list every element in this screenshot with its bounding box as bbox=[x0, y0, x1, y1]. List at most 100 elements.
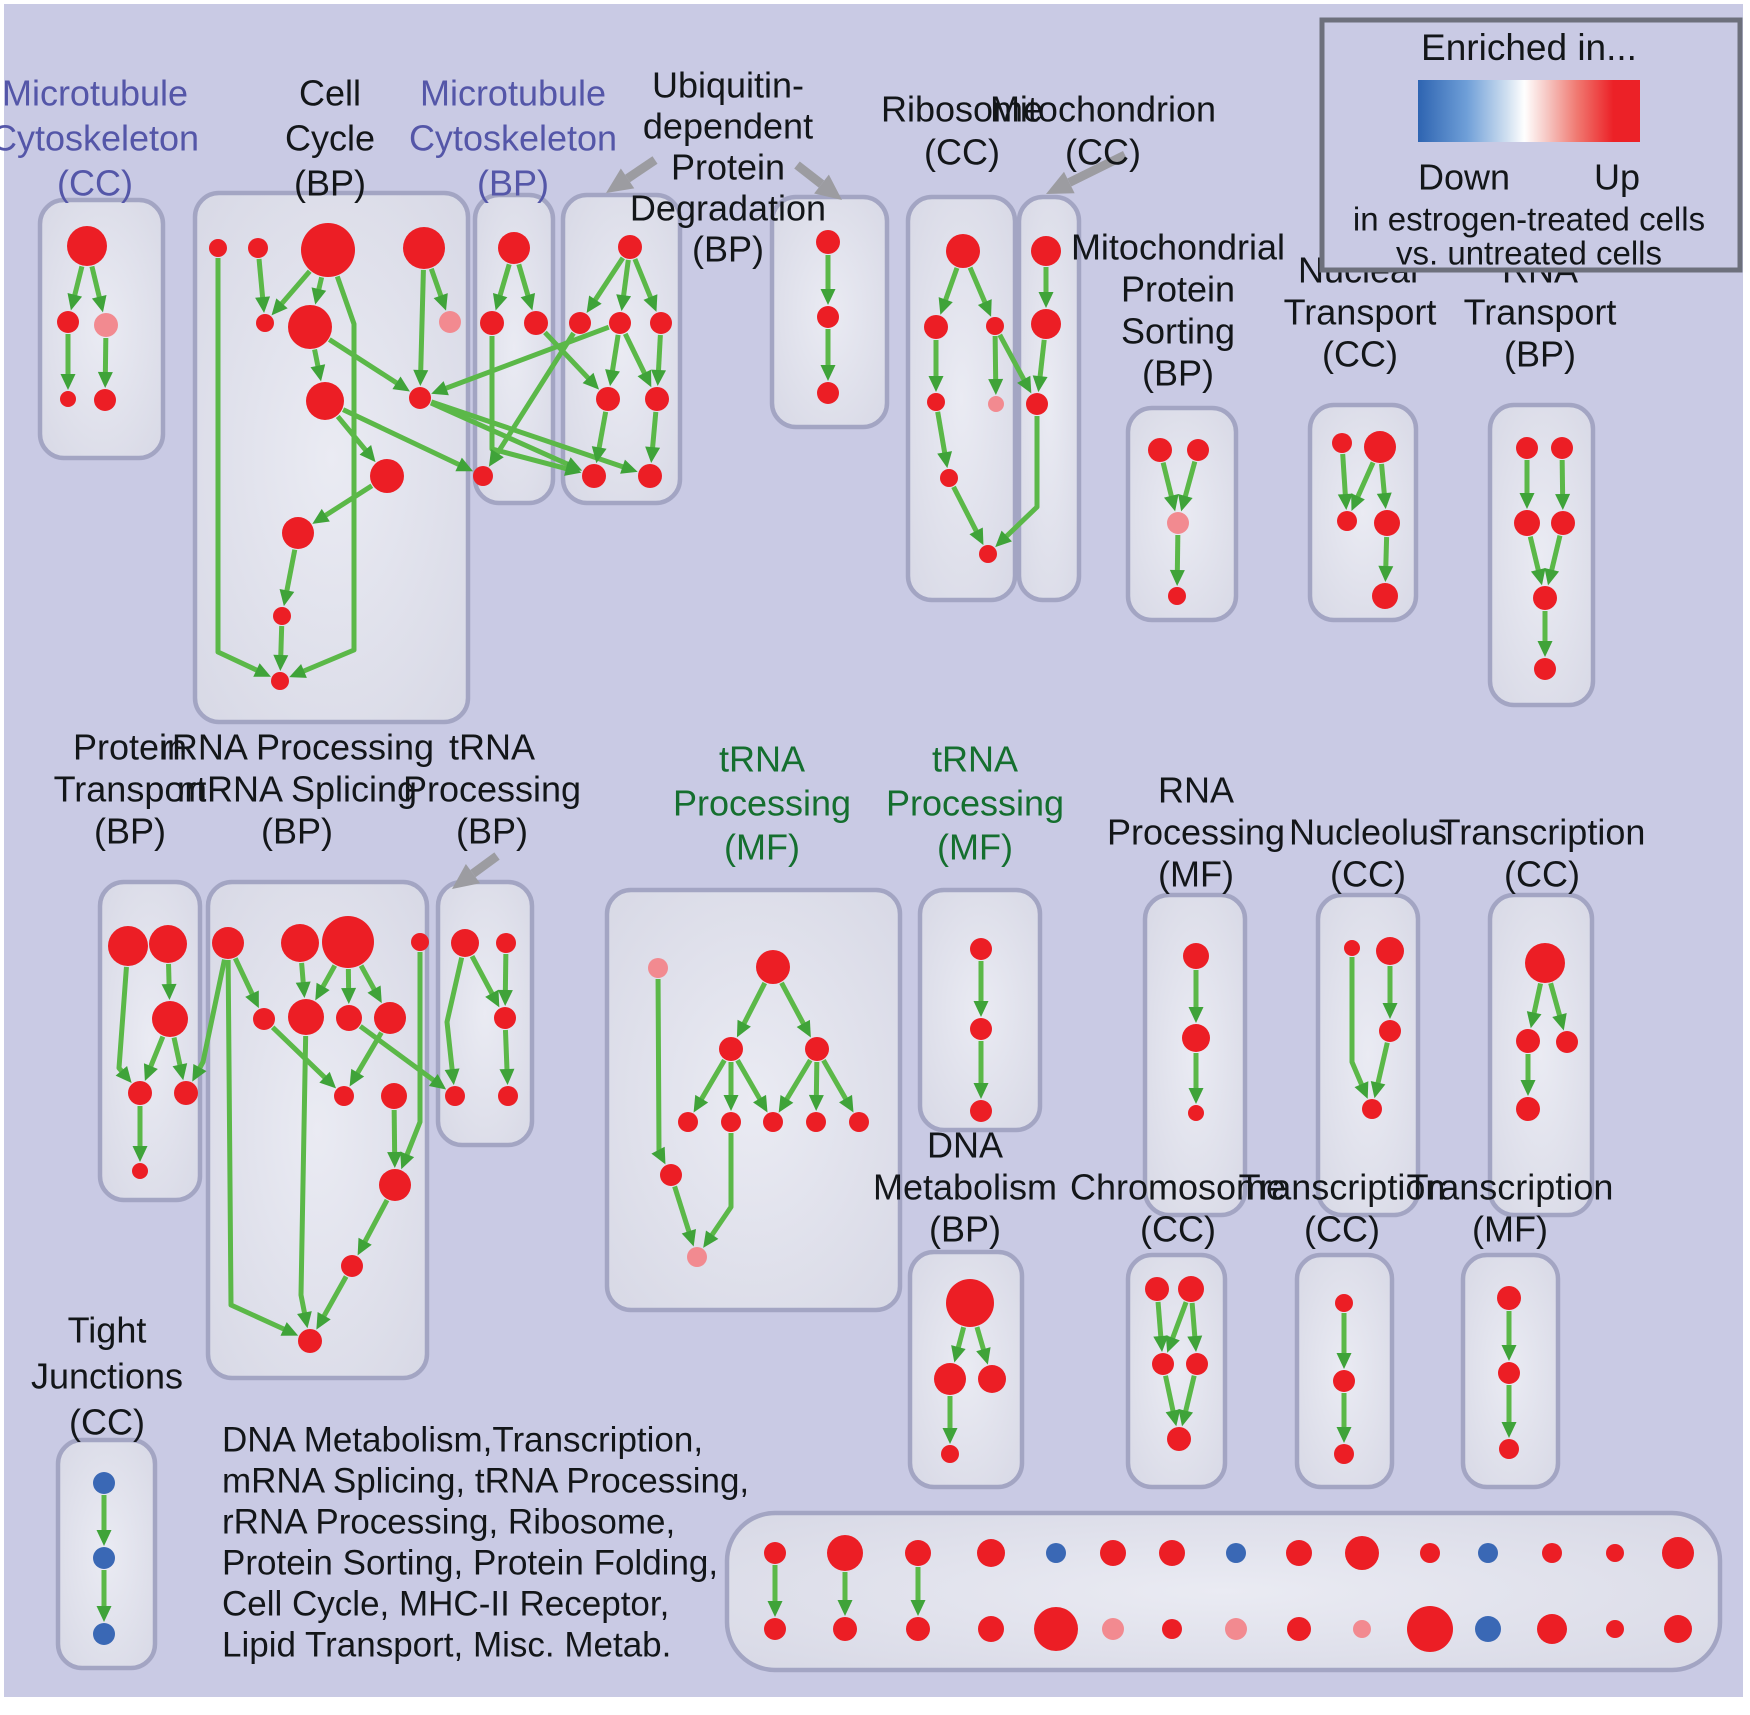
edge-ua3-ua6 bbox=[623, 332, 649, 378]
cluster-box-chromosome bbox=[1125, 1252, 1228, 1490]
arrowhead bbox=[1354, 1081, 1369, 1099]
cluster-label-nucleolus: (CC) bbox=[1330, 854, 1406, 895]
edge-nu1-nu4 bbox=[1349, 957, 1366, 1089]
go-term-node-w5b bbox=[1034, 1607, 1078, 1651]
go-term-node-pt1 bbox=[108, 926, 148, 966]
arrowhead bbox=[297, 1311, 312, 1329]
arrowhead bbox=[400, 1151, 415, 1170]
edge-rr3-rr8 bbox=[358, 964, 379, 994]
go-term-node-rr13 bbox=[298, 1329, 322, 1353]
cluster-label-protein-transport: (BP) bbox=[94, 811, 166, 852]
arrowhead bbox=[1544, 568, 1560, 586]
edge-ua1-ua4 bbox=[632, 258, 655, 302]
arrowhead bbox=[1153, 1335, 1169, 1353]
go-term-node-w1b bbox=[764, 1618, 786, 1640]
go-term-node-nt2 bbox=[1364, 431, 1396, 463]
edge-mc1-mc3 bbox=[89, 265, 103, 302]
cluster-label-mito-protein-sorting: Sorting bbox=[1121, 311, 1235, 352]
edge-ch2-ch4 bbox=[1189, 1302, 1198, 1341]
go-term-node-rr11 bbox=[379, 1169, 411, 1201]
go-term-node-ua6 bbox=[645, 387, 669, 411]
edge-tm3-tm5 bbox=[697, 1058, 727, 1104]
go-term-node-ccb bbox=[248, 238, 268, 258]
edge-pt3-pt4 bbox=[147, 1035, 166, 1071]
cluster-label-trna-processing-bp: Processing bbox=[403, 769, 581, 810]
edge-ua3-cci bbox=[441, 324, 610, 392]
arrowhead bbox=[1164, 494, 1179, 512]
cluster-label-tight-junctions: Tight bbox=[68, 1310, 147, 1351]
go-term-node-tx2 bbox=[1333, 1370, 1355, 1392]
arrowhead bbox=[428, 1073, 447, 1090]
edge-rr1-rr5 bbox=[233, 957, 256, 999]
arrowhead bbox=[973, 1083, 989, 1099]
edge-tb2-tb3 bbox=[502, 953, 509, 995]
arrowhead bbox=[253, 663, 271, 677]
arrowhead bbox=[1017, 375, 1032, 394]
arrowhead bbox=[1530, 568, 1546, 586]
arrowhead bbox=[937, 451, 953, 469]
go-term-node-mb4 bbox=[473, 466, 493, 486]
edge-ua5-ua7 bbox=[596, 411, 609, 452]
cluster-box-rrna-processing bbox=[205, 879, 430, 1381]
arrowhead bbox=[96, 1530, 112, 1546]
go-term-node-w12t bbox=[1478, 1543, 1498, 1563]
arrowhead bbox=[1336, 1427, 1352, 1443]
arrowhead bbox=[172, 1063, 188, 1081]
arrowhead bbox=[273, 654, 289, 672]
arrowhead bbox=[637, 369, 652, 388]
arrowhead bbox=[938, 297, 953, 315]
arrowhead bbox=[767, 1601, 783, 1617]
go-term-node-w7b bbox=[1162, 1619, 1182, 1639]
go-term-node-tm7 bbox=[763, 1112, 783, 1132]
pointer-arrowhead-trna-bp-to-box bbox=[452, 863, 481, 889]
arrowhead bbox=[97, 371, 113, 389]
edge-ccd-cci bbox=[418, 269, 426, 375]
edge-rt2-rt4 bbox=[1559, 459, 1566, 499]
arrowhead bbox=[1501, 1422, 1517, 1438]
go-term-node-ua8 bbox=[638, 464, 662, 488]
arrowhead bbox=[341, 987, 357, 1005]
go-term-node-rt3 bbox=[1514, 510, 1540, 536]
edge-cch-mb4 bbox=[341, 407, 464, 469]
go-term-node-ua4 bbox=[650, 312, 672, 334]
note-line-5: Cell Cycle, MHC-II Receptor, bbox=[222, 1584, 669, 1623]
go-term-node-mc4 bbox=[60, 391, 76, 407]
arrowhead bbox=[499, 1068, 515, 1086]
arrowhead bbox=[1370, 1081, 1386, 1099]
go-term-node-mb1 bbox=[498, 232, 530, 264]
edge-rr5-rr9 bbox=[270, 1025, 330, 1082]
go-term-node-ch1 bbox=[1145, 1277, 1169, 1301]
cluster-label-dna-metabolism: (BP) bbox=[929, 1209, 1001, 1250]
edge-tm3-tm7 bbox=[735, 1059, 764, 1104]
cluster-label-trna-processing-bp: (BP) bbox=[456, 811, 528, 852]
arrowhead bbox=[115, 1065, 132, 1084]
edge-ua1-ua3 bbox=[620, 259, 631, 300]
edge-rr12-rr13 bbox=[320, 1275, 349, 1321]
cluster-label-protein-transport: Protein bbox=[73, 727, 187, 768]
arrowhead bbox=[1178, 494, 1193, 512]
edge-cck-ccl bbox=[283, 549, 298, 595]
go-term-node-rb3 bbox=[986, 317, 1004, 335]
edge-rt4-rt5 bbox=[1548, 535, 1563, 575]
arrowhead bbox=[1188, 1088, 1204, 1104]
go-term-node-tm3 bbox=[719, 1037, 743, 1061]
go-term-node-w4b bbox=[978, 1616, 1004, 1642]
edge-ccf-cci bbox=[327, 337, 402, 388]
edge-rb4-rb6 bbox=[935, 411, 948, 457]
legend-context-line2: vs. untreated cells bbox=[1396, 235, 1662, 272]
arrowhead bbox=[488, 449, 504, 467]
edge-mb2-ua7 bbox=[489, 336, 571, 473]
cluster-label-trna-processing-mf-1: Processing bbox=[673, 783, 851, 824]
arrowhead bbox=[319, 1071, 337, 1089]
cluster-label-rna-transport: Transport bbox=[1464, 292, 1617, 333]
cluster-label-trna-processing-bp: tRNA bbox=[449, 727, 535, 768]
cluster-box-mitochondrion bbox=[1016, 194, 1082, 603]
go-term-node-mc2 bbox=[57, 311, 79, 333]
arrowhead bbox=[359, 445, 376, 463]
arrowhead bbox=[132, 1146, 148, 1162]
edge-rr7-tb4 bbox=[358, 1024, 438, 1085]
arrowhead bbox=[753, 1094, 768, 1113]
arrowhead bbox=[736, 1019, 751, 1038]
go-term-node-tn1 bbox=[970, 938, 992, 960]
edge-ccc-ccm bbox=[299, 275, 357, 675]
